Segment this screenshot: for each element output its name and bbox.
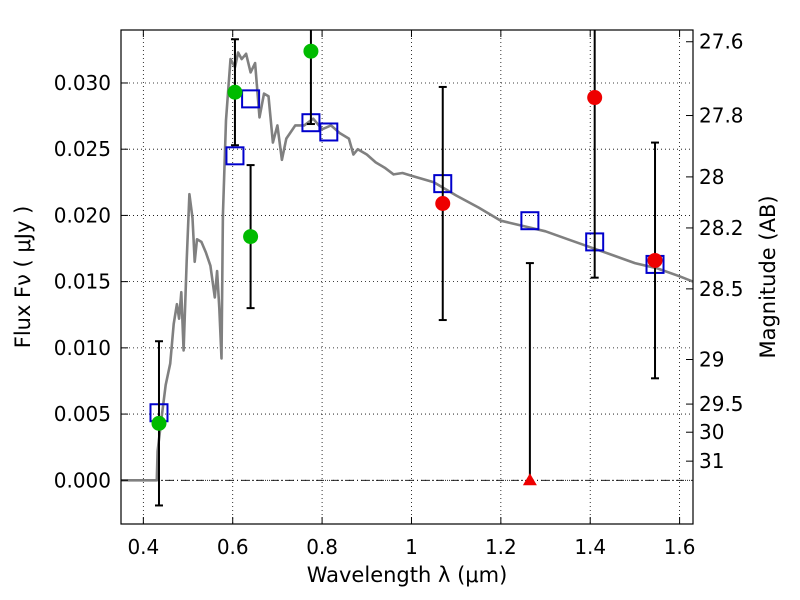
x-tick-label: 0.6 <box>217 535 249 559</box>
measurements-layer <box>151 43 663 486</box>
y-tick-label: 0.025 <box>54 137 111 161</box>
measurement-upper-limit-marker <box>522 473 537 486</box>
y-tick-label: 0.010 <box>54 336 111 360</box>
x-tick-label: 1 <box>405 535 418 559</box>
right-tick-label: 29.5 <box>699 392 744 416</box>
model-square-marker <box>241 89 261 109</box>
right-tick-label: 29 <box>699 348 724 372</box>
model-square-marker <box>319 122 339 142</box>
plot-frame <box>120 29 694 525</box>
measurement-marker <box>435 195 451 211</box>
sed-template-curve <box>121 51 693 482</box>
measurement-marker <box>587 90 603 106</box>
measurement-marker <box>647 252 663 268</box>
right-tick-label: 28.5 <box>699 277 744 301</box>
y-tick-label: 0.005 <box>54 402 111 426</box>
sed-template-layer <box>121 51 693 482</box>
measurement-marker <box>303 43 319 59</box>
measurement-marker <box>151 415 167 431</box>
y-tick-label: 0.000 <box>54 468 111 492</box>
y-tick-label: 0.030 <box>54 71 111 95</box>
model-square-marker <box>225 146 245 166</box>
right-tick-label: 31 <box>699 449 724 473</box>
error-bars-layer <box>154 30 660 507</box>
right-tick-label: 28.2 <box>699 216 744 240</box>
x-tick-label: 0.8 <box>306 535 338 559</box>
measurement-marker <box>243 229 259 245</box>
right-tick-label: 27.8 <box>699 104 744 128</box>
right-tick-label: 27.6 <box>699 30 744 54</box>
x-tick-label: 1.2 <box>485 535 517 559</box>
x-tick-label: 0.4 <box>127 535 159 559</box>
x-axis-label: Wavelength λ (μm) <box>307 563 508 587</box>
grid <box>121 30 693 524</box>
right-tick-label: 28 <box>699 165 724 189</box>
y-tick-label: 0.020 <box>54 203 111 227</box>
measurement-marker <box>227 84 243 100</box>
model-square-marker <box>520 211 540 231</box>
right-axis-label: Magnitude (AB) <box>756 195 780 358</box>
y-tick-label: 0.015 <box>54 270 111 294</box>
x-tick-label: 1.4 <box>574 535 606 559</box>
x-tick-label: 1.6 <box>664 535 696 559</box>
right-tick-label: 30 <box>699 420 724 444</box>
y-axis-label: Flux Fν ( μJy ) <box>11 206 35 349</box>
model-points-layer <box>149 89 665 423</box>
ticks-layer: 0.4 0.6 0.8 1 1.2 1.4 1.6 0.000 0.005 0.010 0.015 0… <box>54 30 744 559</box>
